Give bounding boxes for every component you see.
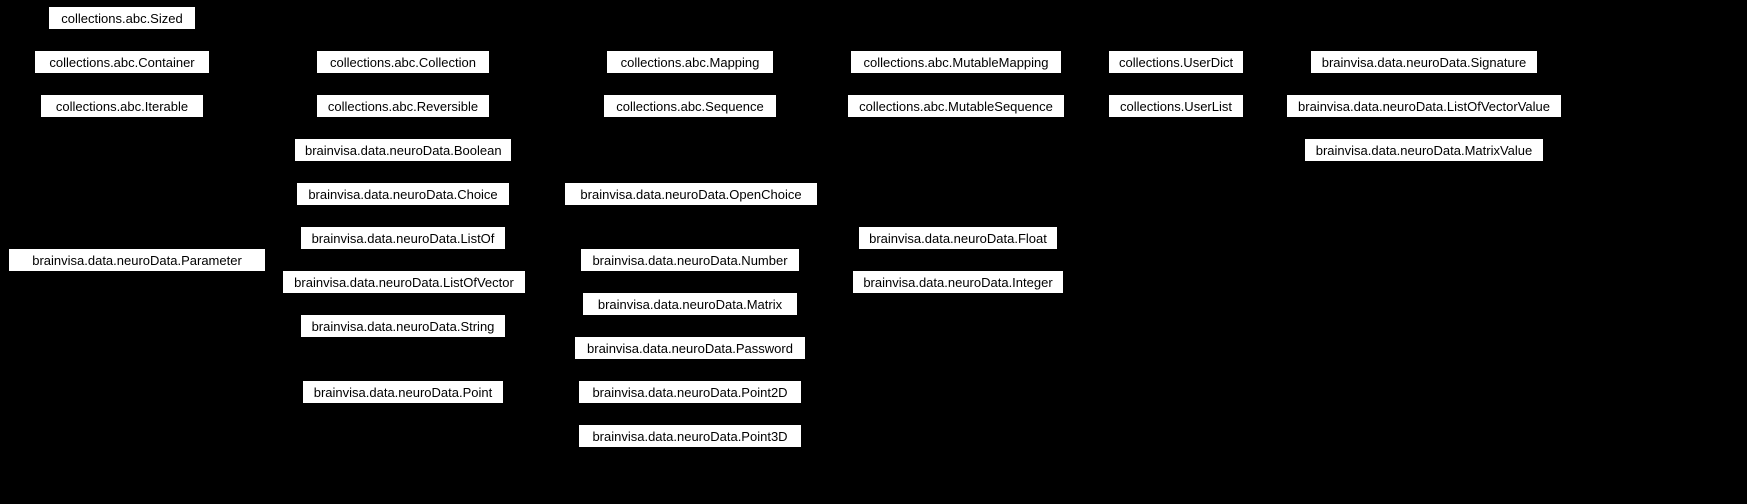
edge-point-to-point3d [504,392,578,436]
node-string: brainvisa.data.neuroData.String [300,314,506,338]
node-listof: brainvisa.data.neuroData.ListOf [300,226,506,250]
edge-parameter-to-listofvector [266,260,282,282]
node-sized: collections.abc.Sized [48,6,196,30]
edge-number-to-integer [800,260,852,282]
node-mapping: collections.abc.Mapping [606,50,774,74]
node-float: brainvisa.data.neuroData.Float [858,226,1058,250]
node-point3d: brainvisa.data.neuroData.Point3D [578,424,802,448]
edge-string-to-password [506,326,574,348]
edge-parameter-to-choice [266,194,296,260]
node-container: collections.abc.Container [34,50,210,74]
edge-parameter-to-boolean [266,150,294,260]
node-password: brainvisa.data.neuroData.Password [574,336,806,360]
node-listofvector: brainvisa.data.neuroData.ListOfVector [282,270,526,294]
node-userdict: collections.UserDict [1108,50,1244,74]
node-point2d: brainvisa.data.neuroData.Point2D [578,380,802,404]
node-choice: brainvisa.data.neuroData.Choice [296,182,510,206]
node-listofvectorvalue: brainvisa.data.neuroData.ListOfVectorVal… [1286,94,1562,118]
edge-number-to-float [800,238,858,260]
node-signature: brainvisa.data.neuroData.Signature [1310,50,1538,74]
node-number: brainvisa.data.neuroData.Number [580,248,800,272]
node-matrix: brainvisa.data.neuroData.Matrix [582,292,798,316]
node-boolean: brainvisa.data.neuroData.Boolean [294,138,512,162]
node-integer: brainvisa.data.neuroData.Integer [852,270,1064,294]
node-mutablesequence: collections.abc.MutableSequence [847,94,1065,118]
node-reversible: collections.abc.Reversible [316,94,490,118]
node-point: brainvisa.data.neuroData.Point [302,380,504,404]
edge-parameter-to-listof [266,238,300,260]
node-collection: collections.abc.Collection [316,50,490,74]
node-openchoice: brainvisa.data.neuroData.OpenChoice [564,182,818,206]
edge-collection-to-sequence [490,62,603,106]
edge-sized-to-collection [196,18,316,62]
node-matrixvalue: brainvisa.data.neuroData.MatrixValue [1304,138,1544,162]
node-iterable: collections.abc.Iterable [40,94,204,118]
node-sequence: collections.abc.Sequence [603,94,777,118]
edge-string-to-matrix [506,304,582,326]
node-userlist: collections.UserList [1108,94,1244,118]
edge-iterable-to-collection [204,62,316,106]
node-parameter: brainvisa.data.neuroData.Parameter [8,248,266,272]
node-mutablemapping: collections.abc.MutableMapping [850,50,1062,74]
